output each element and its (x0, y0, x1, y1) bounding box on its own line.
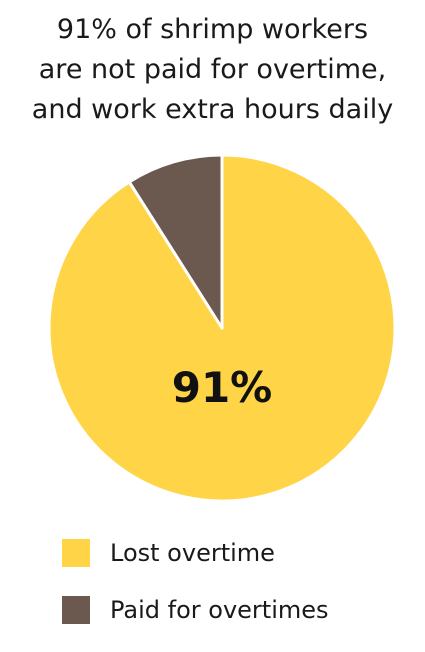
pie-data-label-lost-overtime: 91% (172, 363, 273, 412)
legend: Lost overtime Paid for overtimes (62, 538, 329, 652)
chart-title: 91% of shrimp workers are not paid for o… (0, 10, 425, 130)
chart-title-line-1: 91% of shrimp workers (56, 14, 369, 45)
pie-chart: 91% (47, 153, 397, 503)
legend-swatch-paid-for-overtimes (62, 596, 90, 624)
legend-item-lost-overtime: Lost overtime (62, 538, 329, 568)
legend-swatch-lost-overtime (62, 539, 90, 567)
chart-title-line-2: are not paid for overtime, (38, 54, 387, 85)
legend-label-paid-for-overtimes: Paid for overtimes (110, 596, 329, 624)
pie-slice-paid-for-overtimes (127, 153, 224, 330)
chart-title-line-3: and work extra hours daily (31, 94, 394, 125)
legend-label-lost-overtime: Lost overtime (110, 539, 275, 567)
legend-item-paid-for-overtimes: Paid for overtimes (62, 595, 329, 625)
